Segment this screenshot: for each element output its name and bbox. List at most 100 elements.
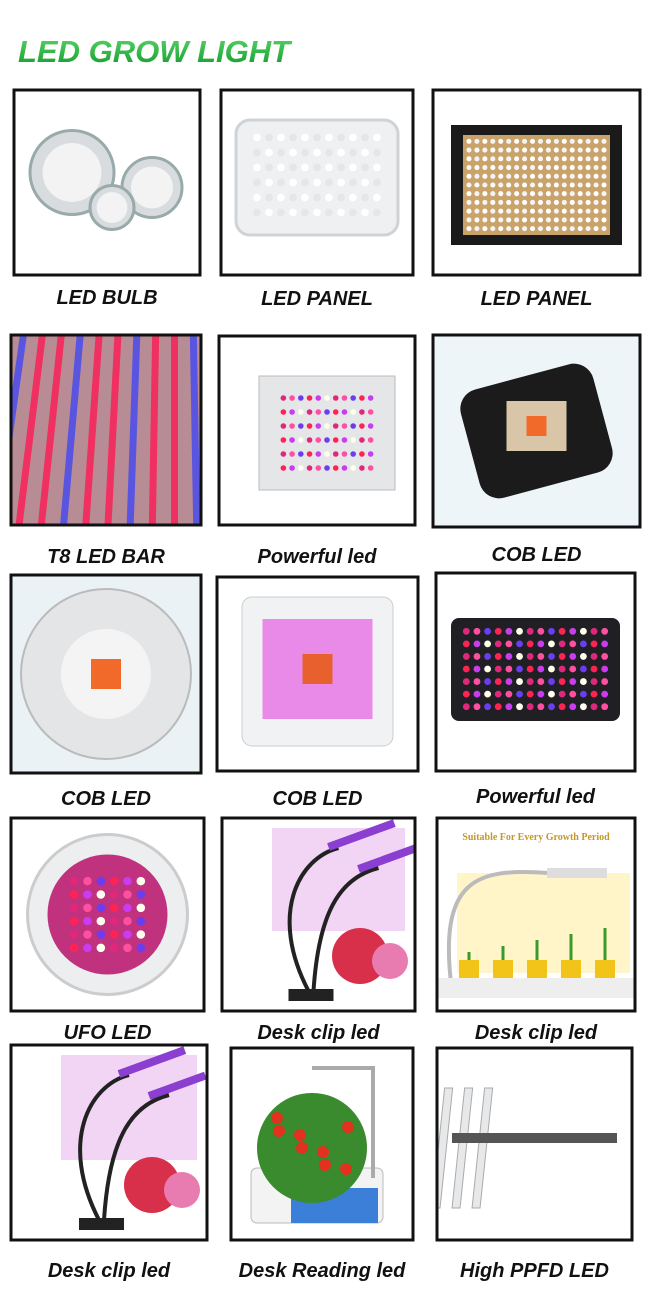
led-dot [289, 409, 295, 415]
led-dot [123, 916, 132, 926]
led-dot [466, 165, 472, 171]
led-dot [306, 409, 313, 415]
led-dot [505, 690, 513, 698]
led-dot [494, 640, 502, 648]
led-dot [474, 156, 480, 162]
led-dot [96, 890, 106, 899]
led-dot [537, 640, 545, 648]
led-dot [341, 437, 348, 443]
led-dot [569, 217, 575, 223]
image-border [12, 88, 202, 277]
led-dot [569, 208, 575, 214]
tomato [273, 1125, 285, 1137]
led-dot [280, 409, 287, 415]
led-dot [474, 173, 480, 179]
led-dot [490, 226, 496, 232]
led-dot [522, 165, 528, 171]
led-dot [324, 395, 330, 401]
led-dot [289, 395, 295, 401]
led-dot [514, 182, 520, 188]
led-dot [590, 678, 598, 685]
led-dot [569, 640, 577, 648]
led-dot [359, 409, 365, 415]
led-dot [474, 165, 480, 171]
led-dot [569, 147, 575, 153]
led-dot [466, 191, 472, 197]
led-dot [253, 178, 261, 187]
led-dot [579, 653, 587, 660]
led-dot [136, 930, 146, 939]
led-dot [545, 226, 551, 232]
led-dot [585, 147, 591, 153]
led-dot [341, 423, 348, 429]
led-dot [585, 217, 591, 223]
led-dot [349, 163, 357, 172]
flowers [372, 943, 408, 979]
product-image [437, 1048, 632, 1240]
led-dot [367, 395, 374, 401]
led-bar [171, 335, 178, 525]
led-dot [466, 226, 472, 232]
led-dot [601, 165, 607, 171]
product-art [451, 125, 622, 245]
led-dot [367, 465, 374, 471]
led-dot [265, 193, 273, 202]
led-dot [548, 665, 555, 673]
led-dot [490, 165, 496, 171]
led-dot [123, 903, 132, 913]
led-dot [462, 665, 470, 673]
led-dot [494, 690, 502, 698]
pot [459, 960, 479, 978]
led-dot [462, 703, 470, 711]
led-dot [585, 208, 591, 214]
led-dot [490, 173, 496, 179]
flowers [164, 1172, 200, 1208]
led-dot [579, 678, 587, 685]
led-dot [601, 138, 607, 144]
led-dot [506, 199, 512, 205]
led-dot [590, 703, 598, 711]
led-dot [136, 876, 146, 886]
led-dot [529, 173, 536, 179]
led-dot [548, 678, 555, 685]
led-dot [265, 148, 273, 157]
led-dot [593, 156, 599, 162]
product-caption: Desk clip led [257, 1022, 380, 1044]
led-dot [361, 133, 369, 142]
led-dot [466, 173, 472, 179]
led-dot [498, 217, 504, 223]
led-dot [306, 395, 313, 401]
led-dot [332, 437, 339, 443]
led-dot [601, 640, 609, 648]
led-dot [577, 226, 583, 232]
led-dot [494, 665, 502, 673]
led-dot [265, 178, 273, 187]
led-dot [498, 147, 504, 153]
led-dot [545, 156, 551, 162]
led-dot [505, 627, 513, 635]
led-dot [325, 163, 333, 172]
led-dot [601, 156, 607, 162]
led-bar [37, 335, 65, 525]
led-dot [349, 148, 357, 157]
led-dot [69, 943, 79, 953]
light-bar [327, 819, 396, 851]
led-dot [569, 653, 577, 660]
led-bar [82, 335, 103, 525]
product-card: Desk Reading led [229, 1046, 415, 1282]
led-dot [474, 226, 480, 232]
bulb-face [42, 143, 102, 202]
product-art [250, 1066, 384, 1224]
led-bar [11, 335, 27, 525]
led-dot [590, 665, 598, 673]
led-dot [474, 199, 480, 205]
led-dot [545, 191, 551, 197]
light-bar [451, 1087, 474, 1209]
panel [451, 618, 620, 721]
led-dot [505, 665, 513, 673]
led-dot [473, 627, 481, 635]
led-dot [529, 208, 536, 214]
led-dot [484, 627, 492, 635]
led-dot [561, 217, 567, 223]
